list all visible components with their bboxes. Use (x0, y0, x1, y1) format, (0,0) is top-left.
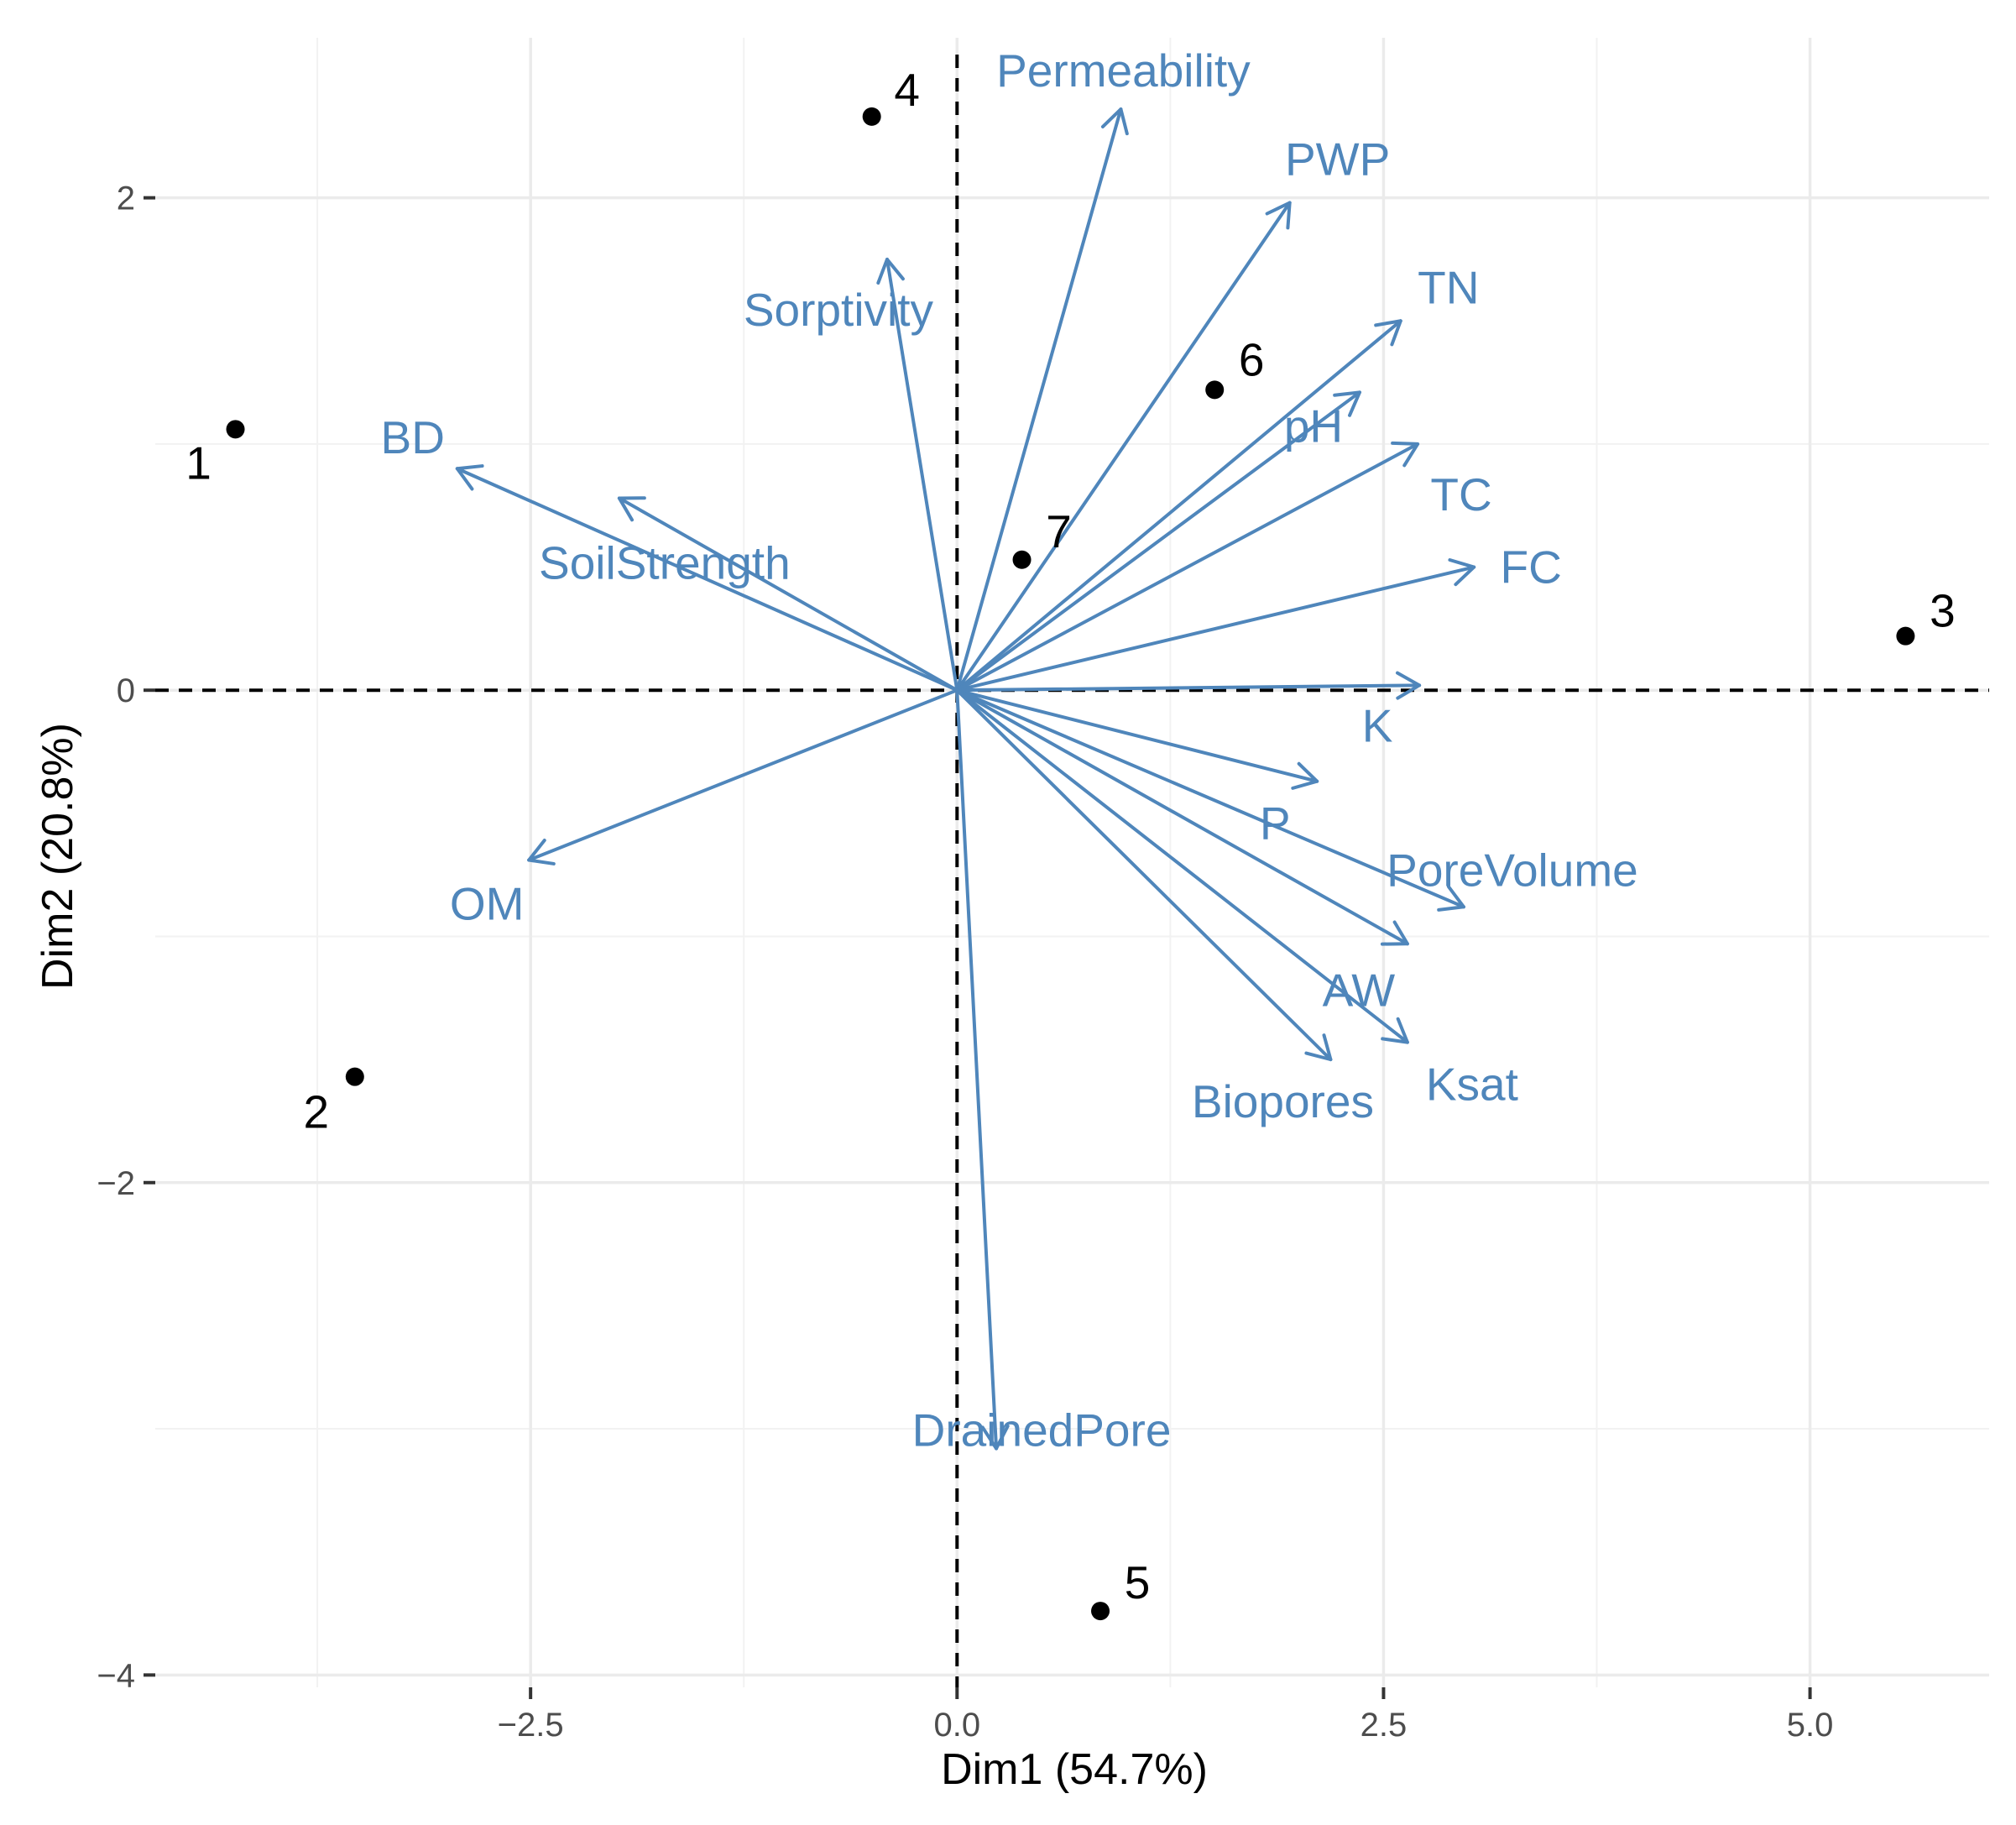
observation-labels: 1 2 3 4 5 6 7 (185, 64, 1955, 1608)
variable-label-fc: FC (1501, 541, 1562, 594)
observation-label-3: 3 (1930, 585, 1956, 637)
arrow-bd (455, 467, 959, 693)
observation-point-2 (345, 1067, 364, 1086)
observation-label-6: 6 (1239, 333, 1265, 385)
variable-label-soilstrength: SoilStrength (539, 536, 791, 588)
observation-label-1: 1 (185, 437, 212, 489)
variable-label-om: OM (450, 878, 525, 930)
arrowhead-fc (1448, 557, 1476, 587)
variable-label-drainedpore: DrainedPore (912, 1404, 1172, 1456)
arrow-k (955, 683, 1422, 693)
y-tick-label: −2 (97, 1165, 135, 1202)
observation-point-4 (862, 107, 881, 126)
arrow-soilstrength (617, 496, 959, 693)
observation-point-1 (226, 420, 245, 439)
axes: −2.5 0.0 2.5 5.0 −4 −2 0 2 (97, 180, 1833, 1744)
arrow-permeability (955, 107, 1123, 693)
variable-label-permeability: Permeability (996, 44, 1251, 97)
variable-label-porevolume: PoreVolume (1387, 844, 1638, 896)
variable-label-k: K (1362, 699, 1393, 751)
x-tick-label: 5.0 (1787, 1707, 1834, 1744)
arrow-ph (955, 390, 1361, 693)
arrow-porevolume (955, 688, 1465, 909)
arrow-sorptivity (885, 257, 959, 693)
arrowhead-bd (455, 464, 484, 491)
arrowhead-ksat (1381, 1017, 1409, 1044)
arrowhead-permeability (1100, 107, 1129, 136)
arrow-p (955, 688, 1319, 783)
y-tick-label: −4 (97, 1657, 135, 1694)
y-tick-label: 2 (117, 180, 135, 217)
arrowhead-k (1395, 671, 1422, 700)
arrow-ksat (955, 688, 1409, 1044)
variable-label-sorptivity: Sorptivity (744, 284, 934, 336)
variable-label-ksat: Ksat (1426, 1059, 1518, 1111)
x-axis-title: Dim1 (54.7%) (941, 1745, 1208, 1794)
arrowhead-ph (1333, 390, 1361, 417)
x-tick-label: 2.5 (1361, 1707, 1408, 1744)
variable-label-tn: TN (1418, 261, 1479, 313)
variable-label-ph: pH (1284, 400, 1343, 452)
variable-label-p: P (1260, 797, 1291, 850)
x-tick-label: −2.5 (498, 1707, 564, 1744)
arrowhead-om (527, 839, 556, 865)
observation-point-3 (1896, 626, 1915, 646)
arrowhead-aw (1380, 920, 1409, 946)
arrowhead-biopores (1304, 1033, 1333, 1062)
observation-point-6 (1205, 380, 1225, 400)
variable-label-tc: TC (1430, 468, 1491, 520)
observation-label-4: 4 (894, 64, 920, 116)
observation-point-7 (1012, 550, 1032, 569)
arrow-fc (955, 565, 1476, 693)
variable-labels: Permeability PWP Sorptivity TN pH BD TC SoilStr… (381, 44, 1638, 1456)
variable-label-biopores: Biopores (1192, 1075, 1374, 1127)
variable-label-bd: BD (381, 411, 445, 463)
observation-label-5: 5 (1125, 1556, 1151, 1608)
arrow-biopores (955, 688, 1333, 1062)
arrow-aw (955, 688, 1409, 946)
variable-arrows (455, 107, 1476, 1451)
observation-point-5 (1091, 1602, 1110, 1621)
arrowhead-tn (1374, 319, 1402, 347)
arrow-pwp (955, 201, 1292, 693)
observation-label-2: 2 (304, 1086, 330, 1138)
arrowhead-sorptivity (876, 257, 905, 285)
variable-label-pwp: PWP (1285, 133, 1390, 186)
variable-label-aw: AW (1323, 964, 1396, 1016)
observation-points (226, 107, 1915, 1621)
y-axis-title: Dim2 (20.8%) (34, 723, 82, 990)
x-tick-label: 0.0 (933, 1707, 980, 1744)
arrowhead-drainedpore (980, 1424, 1010, 1451)
arrowhead-pwp (1265, 201, 1292, 230)
arrowhead-soilstrength (617, 496, 646, 522)
arrowhead-porevolume (1437, 885, 1465, 912)
y-tick-label: 0 (117, 672, 135, 709)
arrow-drainedpore (955, 688, 999, 1451)
arrow-tn (955, 319, 1402, 693)
arrowhead-p (1291, 761, 1319, 790)
arrow-om (527, 688, 959, 862)
observation-label-7: 7 (1046, 505, 1072, 557)
arrowhead-tc (1391, 441, 1420, 468)
arrow-tc (955, 442, 1420, 693)
